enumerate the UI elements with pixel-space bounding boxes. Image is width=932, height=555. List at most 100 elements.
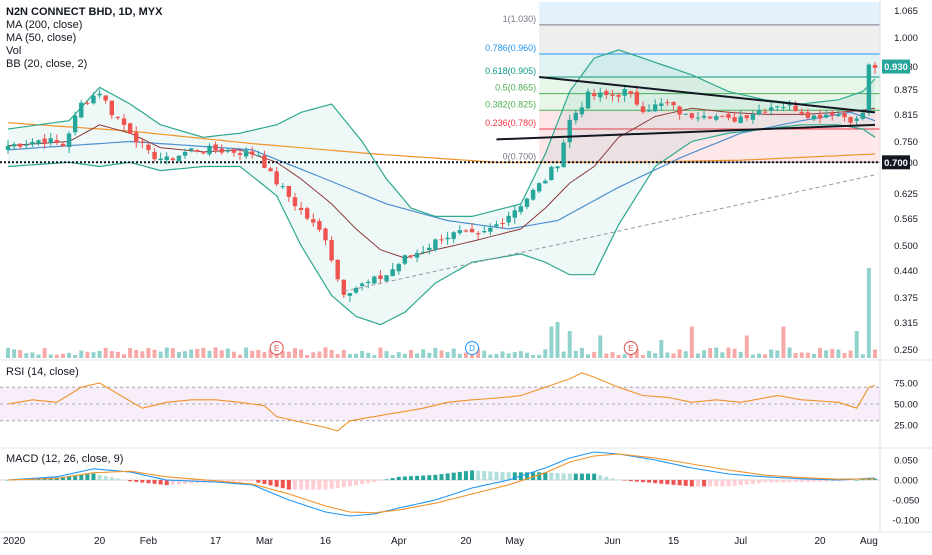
volume-bar <box>732 348 737 358</box>
macd-pane-label[interactable]: MACD (12, 26, close, 9) <box>6 453 124 465</box>
price-axis-tick: 0.815 <box>894 110 918 121</box>
candle <box>579 101 585 118</box>
macd-histogram-bar <box>787 480 792 483</box>
macd-histogram-bar <box>274 480 279 487</box>
volume-bar <box>390 355 395 358</box>
macd-histogram-bar <box>537 472 542 480</box>
macd-histogram-bar <box>811 480 816 482</box>
volume-bar <box>647 350 652 358</box>
indicator-bb-label[interactable]: BB (20, close, 2) <box>6 58 88 70</box>
volume-bar <box>299 349 304 358</box>
indicator-ma200-label[interactable]: MA (200, close) <box>6 19 83 31</box>
macd-histogram-bar <box>73 475 78 480</box>
candle-body <box>420 251 426 253</box>
ma200-line <box>7 122 876 163</box>
macd-histogram-bar <box>378 480 383 481</box>
candle-body <box>445 237 450 240</box>
candle <box>750 110 756 124</box>
candle-body <box>250 151 255 155</box>
macd-histogram-bar <box>335 480 340 488</box>
candle-body <box>494 224 499 227</box>
candle-body <box>280 186 285 188</box>
candle-body <box>836 114 841 116</box>
volume-bar <box>610 352 615 358</box>
candle-body <box>585 91 591 109</box>
candle <box>714 113 719 122</box>
volume-bar <box>60 353 65 358</box>
candle <box>701 111 707 120</box>
indicator-ma50-label[interactable]: MA (50, close) <box>6 32 77 44</box>
candle <box>866 63 872 117</box>
volume-bar <box>231 351 236 358</box>
candle <box>598 87 603 102</box>
candle-body <box>805 112 811 118</box>
candle-body <box>164 156 169 161</box>
candle-body <box>561 142 566 168</box>
candle-body <box>256 155 261 157</box>
candle <box>237 150 243 161</box>
candle-body <box>195 150 200 152</box>
macd-histogram-bar <box>408 476 413 480</box>
candle <box>720 115 725 118</box>
macd-histogram-bar <box>164 480 169 486</box>
macd-histogram-bar <box>824 480 829 482</box>
candle <box>30 138 35 147</box>
candle <box>823 110 829 119</box>
volume-bar <box>653 353 658 358</box>
candle <box>463 229 469 233</box>
candle-body <box>854 118 859 121</box>
time-axis-tick: 20 <box>460 536 472 547</box>
time-axis-tick: 16 <box>320 536 332 547</box>
candle-body <box>665 102 670 104</box>
volume-bar <box>85 351 90 358</box>
candle-body <box>732 117 737 122</box>
candle-body <box>372 276 377 284</box>
candle-body <box>158 158 163 161</box>
volume-bar <box>781 326 786 358</box>
price-axis-tick: 0.625 <box>894 189 918 200</box>
macd-histogram-bar <box>238 480 243 482</box>
candle-body <box>683 113 688 115</box>
volume-bar <box>73 355 78 358</box>
candle <box>402 254 408 266</box>
rsi-pane-label[interactable]: RSI (14, close) <box>6 366 79 378</box>
candle-body <box>848 117 853 123</box>
macd-histogram-bar <box>720 480 725 487</box>
candle <box>536 182 542 194</box>
volume-bar <box>726 347 731 358</box>
macd-histogram-bar <box>683 480 688 486</box>
candle-body <box>18 143 23 147</box>
macd-histogram-bar <box>647 480 652 483</box>
candle <box>347 293 353 302</box>
candle <box>335 259 340 283</box>
volume-bar <box>738 351 743 358</box>
macd-histogram-bar <box>848 480 853 481</box>
macd-histogram-bar <box>818 480 823 482</box>
indicator-vol-label[interactable]: Vol <box>6 45 22 57</box>
macd-histogram-bar <box>702 480 707 487</box>
macd-histogram-bar <box>225 480 230 482</box>
candle-body <box>567 119 572 143</box>
candle <box>152 147 157 162</box>
candle <box>738 110 743 124</box>
volume-bar <box>689 326 694 358</box>
candle <box>18 143 23 150</box>
candle <box>268 166 273 172</box>
candle-body <box>762 111 768 113</box>
candle-body <box>817 114 823 119</box>
candle <box>830 109 835 121</box>
macd-histogram-bar <box>170 480 175 485</box>
candle-body <box>54 140 60 143</box>
macd-histogram-bar <box>854 480 859 481</box>
candle <box>317 218 322 233</box>
macd-histogram-bar <box>653 480 658 484</box>
candle <box>762 108 768 115</box>
macd-histogram-bar <box>524 472 529 480</box>
candle <box>616 92 621 103</box>
volume-bar <box>506 353 511 358</box>
candle <box>646 104 652 113</box>
volume-bar <box>152 349 157 358</box>
fib-level-label: 0.5(0.865) <box>495 83 536 93</box>
